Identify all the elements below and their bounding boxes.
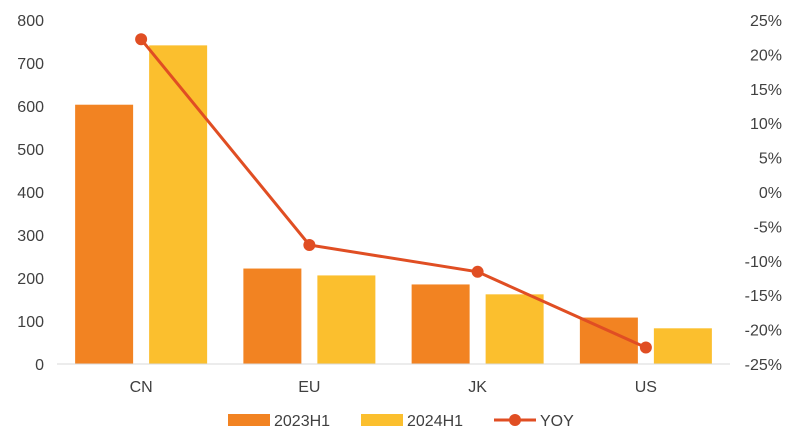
point-YOY-US <box>639 341 652 354</box>
right-tick-label: 0% <box>759 185 782 202</box>
bar-2023H1-JK <box>411 284 470 364</box>
right-tick-label: -15% <box>745 288 782 305</box>
left-axis-ticks: 0 100 200 300 400 500 600 700 800 <box>17 13 44 374</box>
category-label: EU <box>298 379 320 396</box>
bar-2023H1-CN <box>75 104 134 365</box>
category-label: CN <box>130 379 153 396</box>
category-label: US <box>635 379 657 396</box>
legend-label-2024H1: 2024H1 <box>407 413 463 430</box>
line-YOY <box>139 38 647 349</box>
right-tick-label: 10% <box>750 116 782 133</box>
legend-marker-YOY <box>509 414 521 426</box>
legend-label-YOY: YOY <box>540 413 574 430</box>
right-tick-label: 5% <box>759 151 782 168</box>
category-label: JK <box>468 379 487 396</box>
point-YOY-JK <box>471 265 484 278</box>
left-tick-label: 800 <box>17 13 44 30</box>
legend: 2023H1 2024H1 YOY <box>228 413 574 430</box>
category-labels: CN EU JK US <box>130 379 657 396</box>
point-YOY-CN <box>135 33 148 46</box>
left-tick-label: 200 <box>17 271 44 288</box>
right-tick-label: -5% <box>754 219 782 236</box>
right-tick-label: 20% <box>750 47 782 64</box>
left-tick-label: 500 <box>17 142 44 159</box>
legend-label-2023H1: 2023H1 <box>274 413 330 430</box>
left-tick-label: 0 <box>35 357 44 374</box>
left-tick-label: 300 <box>17 228 44 245</box>
bar-2024H1-EU <box>317 275 376 364</box>
right-axis-ticks: -25% -20% -15% -10% -5% 0% 5% 10% 15% 20% 25% <box>745 13 782 374</box>
yoy-line-series <box>135 33 652 354</box>
bar-series <box>75 45 712 365</box>
bar-2024H1-CN <box>149 45 208 365</box>
bar-2023H1-EU <box>243 268 302 364</box>
left-tick-label: 100 <box>17 314 44 331</box>
bar-2024H1-JK <box>485 294 544 364</box>
left-tick-label: 400 <box>17 185 44 202</box>
right-tick-label: 15% <box>750 82 782 99</box>
right-tick-label: 25% <box>750 13 782 30</box>
left-tick-label: 700 <box>17 56 44 73</box>
bar-2024H1-US <box>653 328 712 364</box>
legend-swatch-2024H1 <box>361 414 403 426</box>
legend-swatch-2023H1 <box>228 414 270 426</box>
right-tick-label: -10% <box>745 254 782 271</box>
right-tick-label: -20% <box>745 323 782 340</box>
right-tick-label: -25% <box>745 357 782 374</box>
left-tick-label: 600 <box>17 99 44 116</box>
point-YOY-EU <box>303 238 316 251</box>
